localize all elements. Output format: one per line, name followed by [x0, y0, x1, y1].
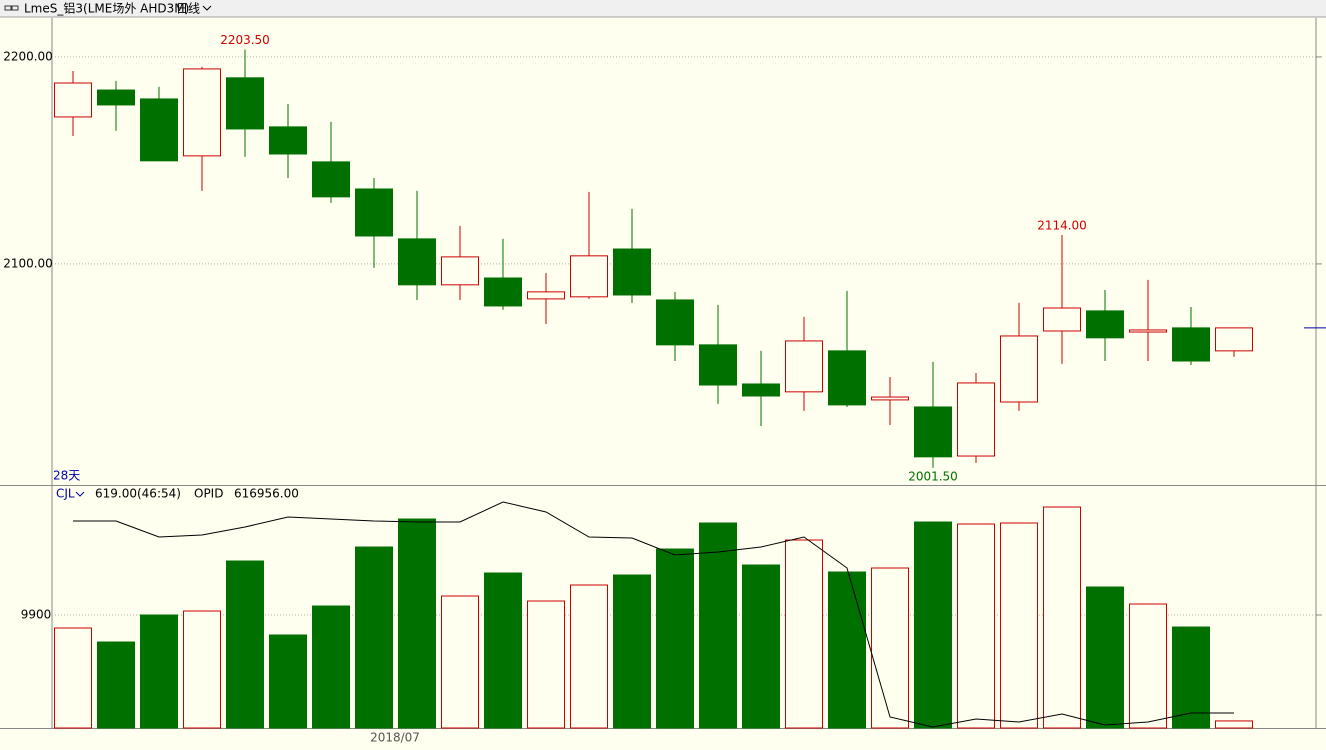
volume-bar [54, 627, 92, 729]
volume-bar [570, 584, 608, 729]
candle-body [871, 396, 909, 401]
candle-body [441, 256, 479, 286]
oi-line [73, 501, 1234, 728]
extreme-label: 2001.50 [908, 469, 958, 483]
candle-body [484, 277, 522, 307]
volume-bar [312, 605, 350, 729]
volume-bar [484, 572, 522, 729]
candle-body [1215, 327, 1253, 352]
candle-body [1129, 329, 1167, 333]
chart-title: LmeS_铝3(LME场外 AHD3M) [24, 1, 189, 16]
volume-bar [828, 571, 866, 729]
volume-bar [871, 567, 909, 729]
link-icon [4, 5, 19, 11]
candle-body [312, 161, 350, 198]
y-tick-label: 2200.00 [3, 49, 53, 63]
candle-body [398, 238, 436, 286]
candle-body [1043, 307, 1081, 332]
candle-body [140, 98, 178, 162]
y-tick-label: 9900 [21, 608, 52, 622]
title-bar [0, 0, 1326, 17]
volume-bar [742, 564, 780, 729]
candle-body [957, 382, 995, 457]
candle-body [785, 340, 823, 393]
candle-body [1086, 310, 1124, 339]
candle-body [226, 77, 264, 130]
candle-body [914, 406, 952, 458]
volume-bar [441, 595, 479, 729]
volume-bar [1215, 720, 1253, 729]
volume-bar [1086, 586, 1124, 729]
candle-body [742, 383, 780, 397]
volume-readout: 619.00(46:54) [95, 487, 181, 501]
period-dropdown[interactable] [202, 5, 212, 11]
volume-bar [527, 600, 565, 729]
candle-body [527, 291, 565, 300]
x-tick-label: 2018/07 [370, 731, 420, 745]
candle-body [54, 82, 92, 118]
volume-bar [914, 521, 952, 729]
volume-bar [957, 523, 995, 729]
candle-body [613, 248, 651, 296]
volume-bar [656, 548, 694, 729]
volume-bar [97, 641, 135, 729]
candle-body [183, 68, 221, 157]
volume-bar [269, 634, 307, 729]
oi-readout: 616956.00 [234, 487, 299, 501]
extreme-label: 2203.50 [220, 33, 270, 47]
period[interactable]: 日线 [176, 2, 200, 16]
volume-bar [183, 610, 221, 729]
volume-bar [1172, 626, 1210, 729]
volume-bar [398, 518, 436, 729]
candle-body [656, 299, 694, 346]
volume-bar [1043, 506, 1081, 729]
volume-bar [1129, 603, 1167, 729]
volume-bar [140, 614, 178, 729]
candle-body [570, 255, 608, 298]
volume-bar [1000, 522, 1038, 729]
y-tick-label: 2100.00 [3, 256, 53, 270]
volume-bar [355, 546, 393, 729]
indicator-dropdown[interactable] [75, 491, 85, 497]
volume-name[interactable]: CJL [56, 487, 75, 501]
candle-body [355, 188, 393, 237]
extreme-label: 2114.00 [1037, 218, 1087, 232]
candle-body [1000, 335, 1038, 403]
volume-bar [613, 574, 651, 729]
period-count: 28天 [53, 469, 80, 483]
volume-bar [785, 539, 823, 729]
candle-body [97, 89, 135, 106]
candle-body [1172, 327, 1210, 362]
candle-body [828, 350, 866, 406]
candle-body [699, 344, 737, 386]
volume-bar [699, 522, 737, 729]
candle-body [269, 126, 307, 155]
oi-name: OPID [194, 487, 223, 501]
volume-bar [226, 560, 264, 729]
